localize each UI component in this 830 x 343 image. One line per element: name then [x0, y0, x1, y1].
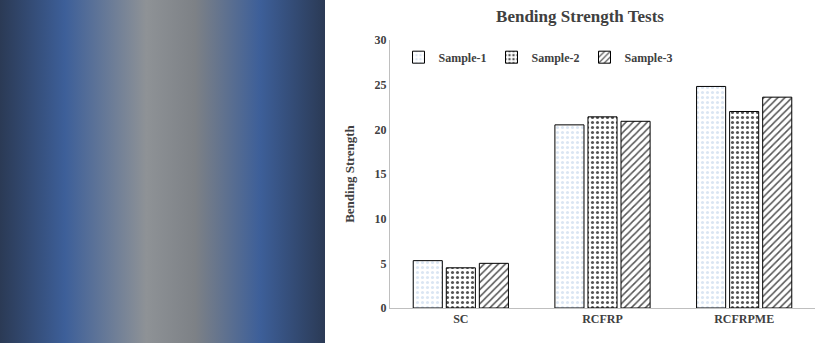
svg-text:Bending Strength: Bending Strength — [342, 124, 357, 222]
svg-text:10: 10 — [375, 212, 387, 226]
svg-text:Sample-3: Sample-3 — [625, 51, 673, 65]
svg-text:30: 30 — [375, 33, 387, 47]
svg-text:5: 5 — [381, 257, 387, 271]
svg-text:RCFRP: RCFRP — [582, 312, 623, 326]
svg-text:RCFRPME: RCFRPME — [714, 312, 774, 326]
svg-text:0: 0 — [381, 301, 387, 315]
svg-text:25: 25 — [375, 78, 387, 92]
svg-text:Sample-1: Sample-1 — [439, 51, 487, 65]
svg-text:15: 15 — [375, 167, 387, 181]
svg-text:20: 20 — [375, 123, 387, 137]
svg-text:Bending Strength Tests: Bending Strength Tests — [496, 7, 664, 26]
svg-text:SC: SC — [453, 312, 468, 326]
svg-text:Sample-2: Sample-2 — [532, 51, 580, 65]
